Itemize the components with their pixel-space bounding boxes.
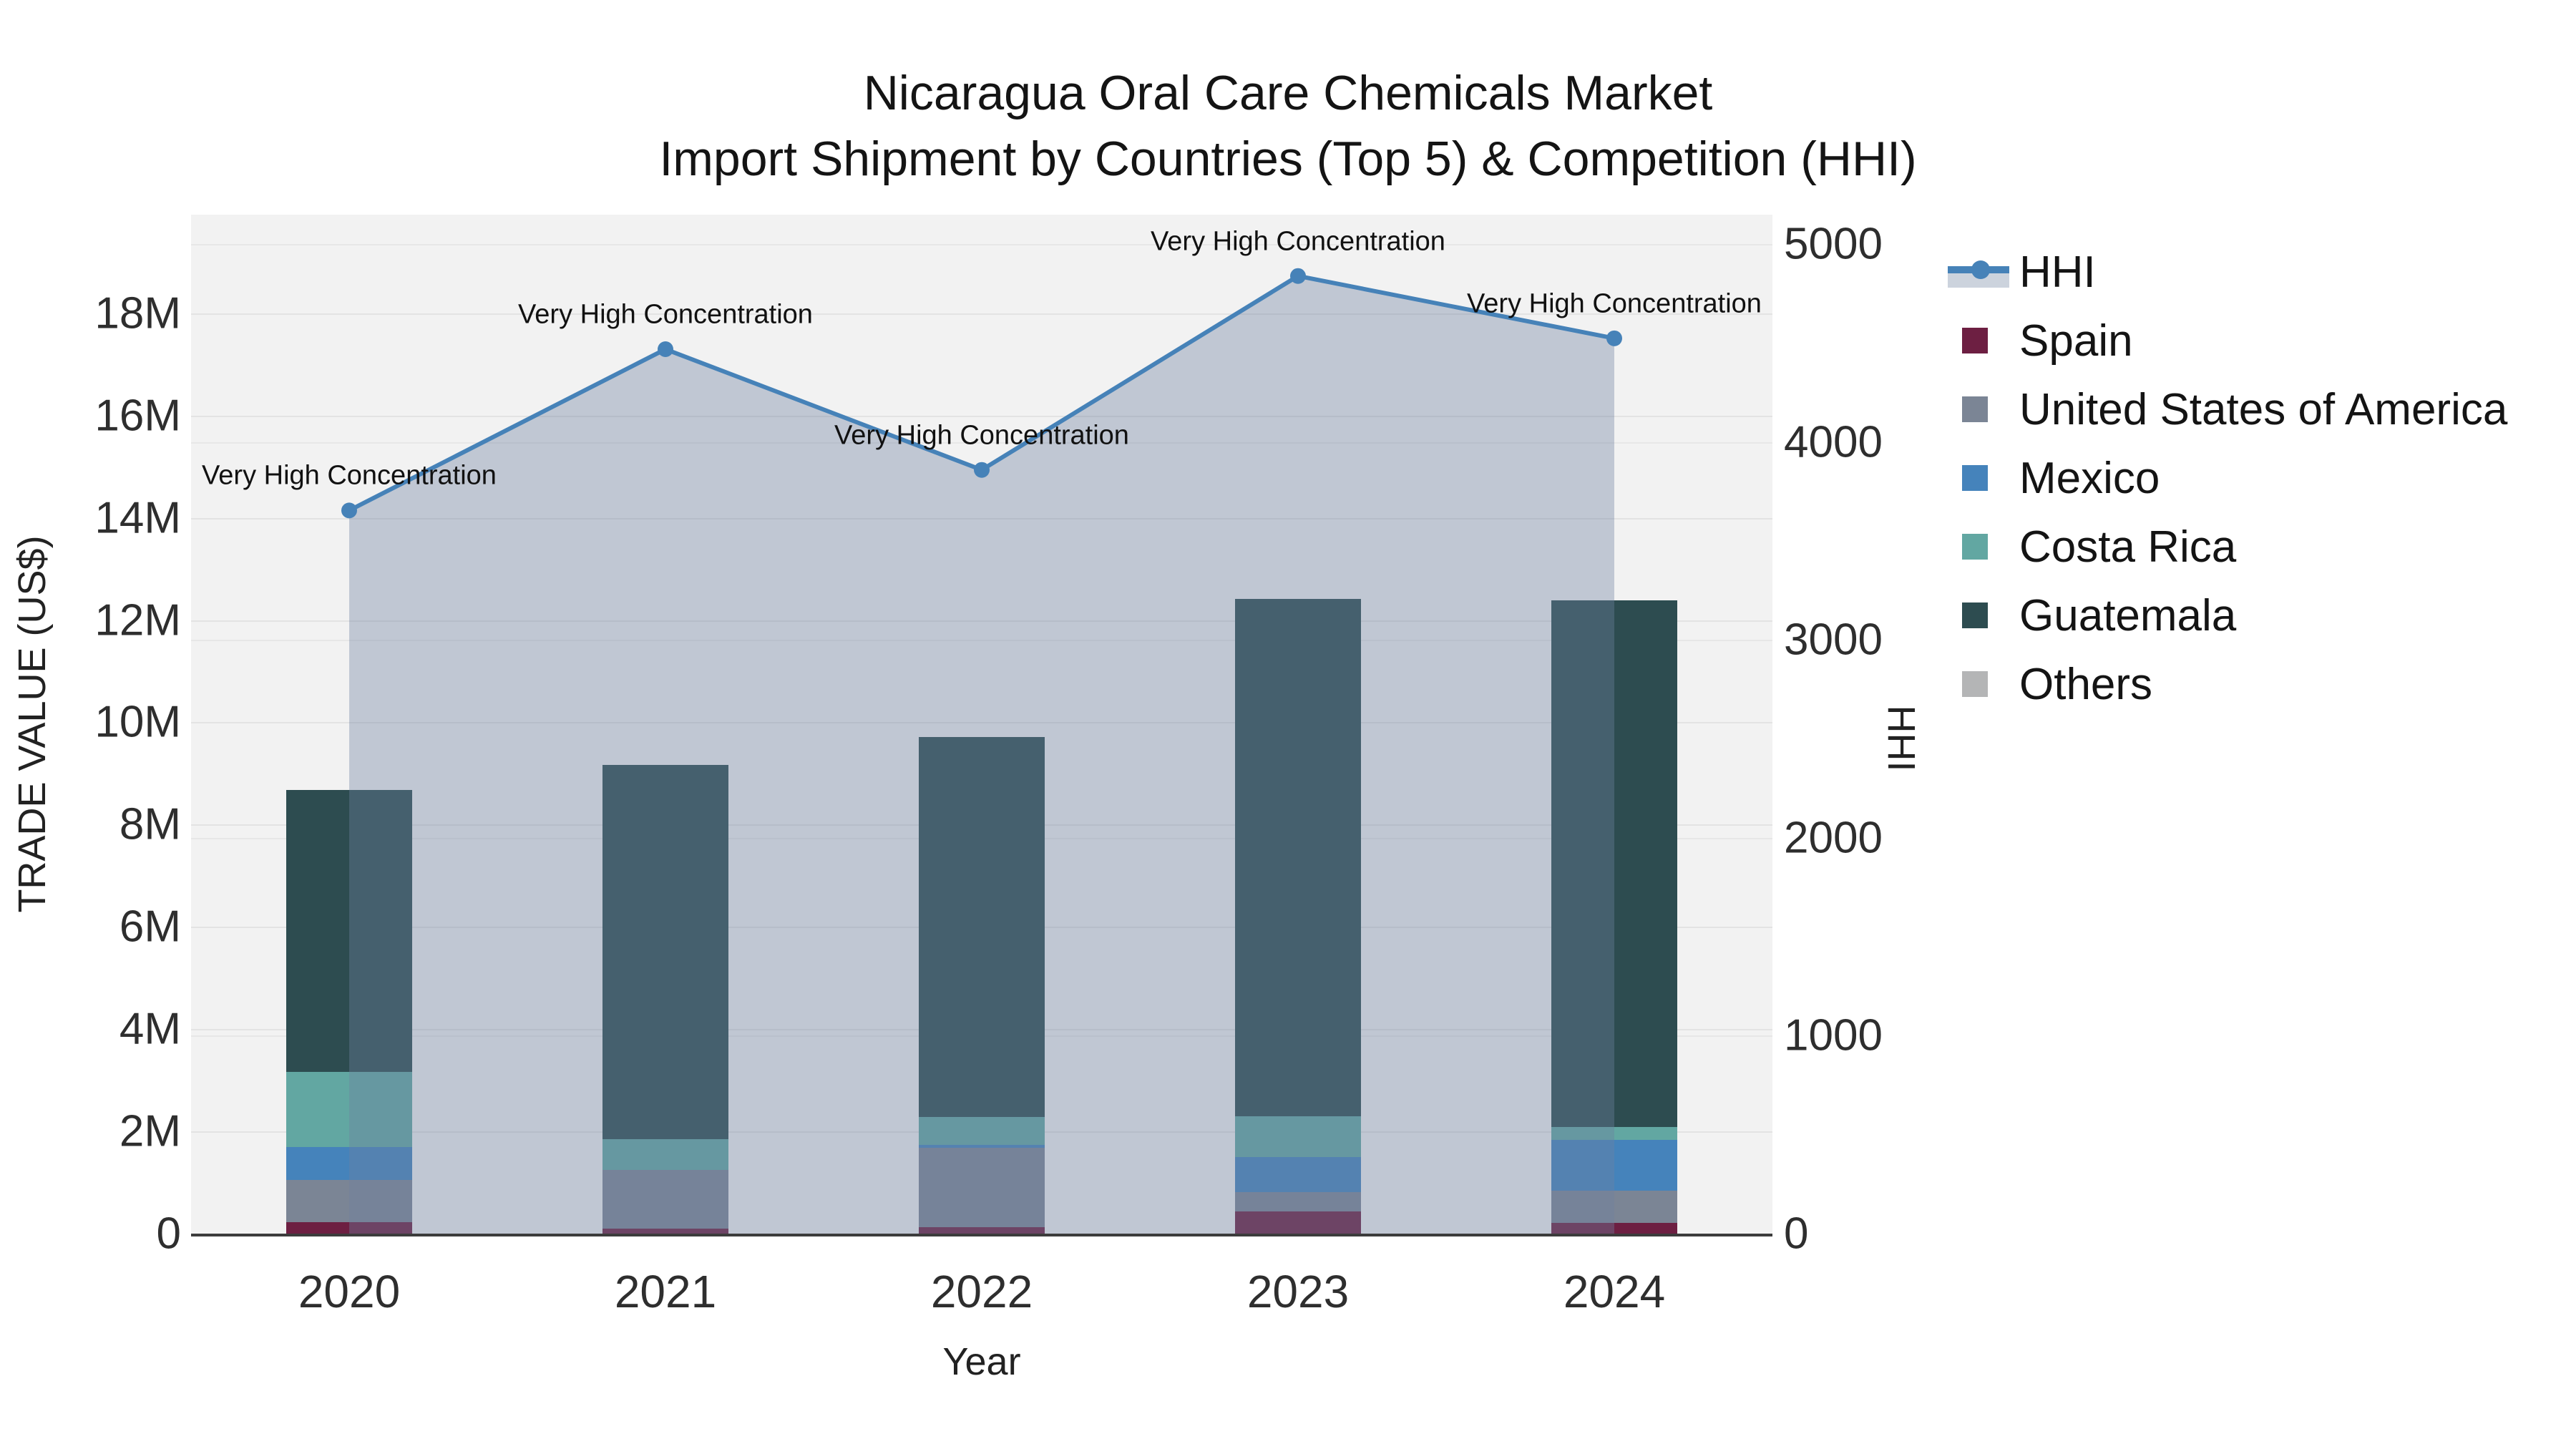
- guatemala-swatch: [1962, 602, 1988, 628]
- gridline-trade-16: [191, 415, 1772, 417]
- legend-item-united-states-of-america[interactable]: United States of America: [1962, 375, 2507, 444]
- legend: HHI Spain United States of America Mexico Co…: [1948, 238, 2507, 718]
- ytick-hhi-3000: 3000: [1784, 615, 1883, 665]
- gridline-trade-18: [191, 313, 1772, 315]
- chart-title: Nicaragua Oral Care Chemicals Market Imp…: [0, 60, 2576, 192]
- ytick-trade-10M: 10M: [94, 697, 181, 747]
- ytick-trade-16M: 16M: [94, 391, 181, 441]
- ytick-trade-8M: 8M: [119, 799, 181, 849]
- hhi-line-overlay: [341, 268, 1622, 1234]
- ytick-hhi-0: 0: [1784, 1209, 1809, 1259]
- united-states-of-america-swatch: [1962, 396, 1988, 422]
- costa-rica-swatch: [1962, 534, 1988, 560]
- legend-label-spain: Spain: [2019, 316, 2133, 366]
- xtick-2020: 2020: [298, 1266, 401, 1317]
- legend-label-costa-rica: Costa Rica: [2019, 522, 2237, 572]
- y-axis-title-hhi: HHI: [1880, 705, 1923, 772]
- hhi-line-legend-sample: [1948, 253, 2009, 291]
- chart-title-line1: Nicaragua Oral Care Chemicals Market: [863, 66, 1713, 120]
- hhi-area-fill: [349, 275, 1614, 1234]
- bar-2021-spain[interactable]: [602, 1228, 728, 1234]
- xtick-2021: 2021: [614, 1266, 717, 1317]
- y-axis-title-trade-value: TRADE VALUE (US$): [11, 535, 54, 913]
- legend-item-guatemala[interactable]: Guatemala: [1962, 581, 2507, 650]
- annotation-2022: Very High Concentration: [834, 420, 1129, 451]
- hhi-legend-marker-dot: [1971, 260, 1990, 279]
- mexico-swatch: [1962, 465, 1988, 491]
- hhi-point-2022[interactable]: [974, 462, 990, 478]
- spain-swatch: [1962, 328, 1988, 353]
- ytick-hhi-1000: 1000: [1784, 1010, 1883, 1060]
- ytick-hhi-2000: 2000: [1784, 813, 1883, 863]
- gridline-hhi-5000: [191, 244, 1772, 246]
- ytick-trade-4M: 4M: [119, 1004, 181, 1054]
- annotation-2024: Very High Concentration: [1467, 288, 1762, 319]
- ytick-hhi-4000: 4000: [1784, 417, 1883, 467]
- legend-item-costa-rica[interactable]: Costa Rica: [1962, 512, 2507, 581]
- legend-label-united-states-of-america: United States of America: [2019, 384, 2508, 434]
- hhi-point-2024[interactable]: [1606, 330, 1622, 346]
- annotation-2021: Very High Concentration: [518, 299, 813, 330]
- bar-2023-spain[interactable]: [1235, 1211, 1361, 1234]
- legend-label-mexico: Mexico: [2019, 453, 2160, 503]
- gridline-trade-14: [191, 517, 1772, 519]
- annotation-2023: Very High Concentration: [1151, 226, 1445, 257]
- xtick-2024: 2024: [1563, 1266, 1666, 1317]
- gridline-trade-10: [191, 722, 1772, 724]
- gridline-hhi-3000: [191, 640, 1772, 642]
- legend-label-hhi: HHI: [2019, 247, 2096, 297]
- bar-2024-spain[interactable]: [1551, 1222, 1677, 1234]
- ytick-trade-0: 0: [156, 1209, 181, 1259]
- legend-item-others[interactable]: Others: [1962, 650, 2507, 718]
- x-axis-title-year: Year: [942, 1340, 1021, 1383]
- legend-item-spain[interactable]: Spain: [1962, 306, 2507, 375]
- ytick-trade-2M: 2M: [119, 1106, 181, 1156]
- hhi-point-2023[interactable]: [1290, 268, 1306, 284]
- legend-item-hhi[interactable]: HHI: [1948, 238, 2507, 306]
- annotation-2020: Very High Concentration: [202, 460, 497, 491]
- xtick-2022: 2022: [930, 1266, 1033, 1317]
- hhi-point-2020[interactable]: [341, 502, 357, 519]
- legend-label-others: Others: [2019, 659, 2153, 709]
- bar-2022-united-states-of-america[interactable]: [919, 1147, 1045, 1234]
- gridline-hhi-4000: [191, 441, 1772, 444]
- ytick-hhi-5000: 5000: [1784, 219, 1883, 269]
- legend-item-mexico[interactable]: Mexico: [1962, 444, 2507, 512]
- ytick-trade-14M: 14M: [94, 493, 181, 543]
- bar-2021-united-states-of-america[interactable]: [602, 1169, 728, 1234]
- ytick-trade-12M: 12M: [94, 595, 181, 645]
- others-swatch: [1962, 671, 1988, 697]
- bar-2022-spain[interactable]: [919, 1226, 1045, 1234]
- legend-label-guatemala: Guatemala: [2019, 590, 2237, 640]
- chart-title-line2: Import Shipment by Countries (Top 5) & C…: [659, 132, 1917, 186]
- gridline-trade-12: [191, 620, 1772, 622]
- hhi-point-2021[interactable]: [658, 341, 673, 358]
- bar-2020-spain[interactable]: [286, 1222, 412, 1234]
- ytick-trade-6M: 6M: [119, 902, 181, 952]
- ytick-trade-18M: 18M: [94, 288, 181, 338]
- xtick-2023: 2023: [1246, 1266, 1350, 1317]
- plot-area: Very High Concentration Very High Concent…: [191, 215, 1772, 1236]
